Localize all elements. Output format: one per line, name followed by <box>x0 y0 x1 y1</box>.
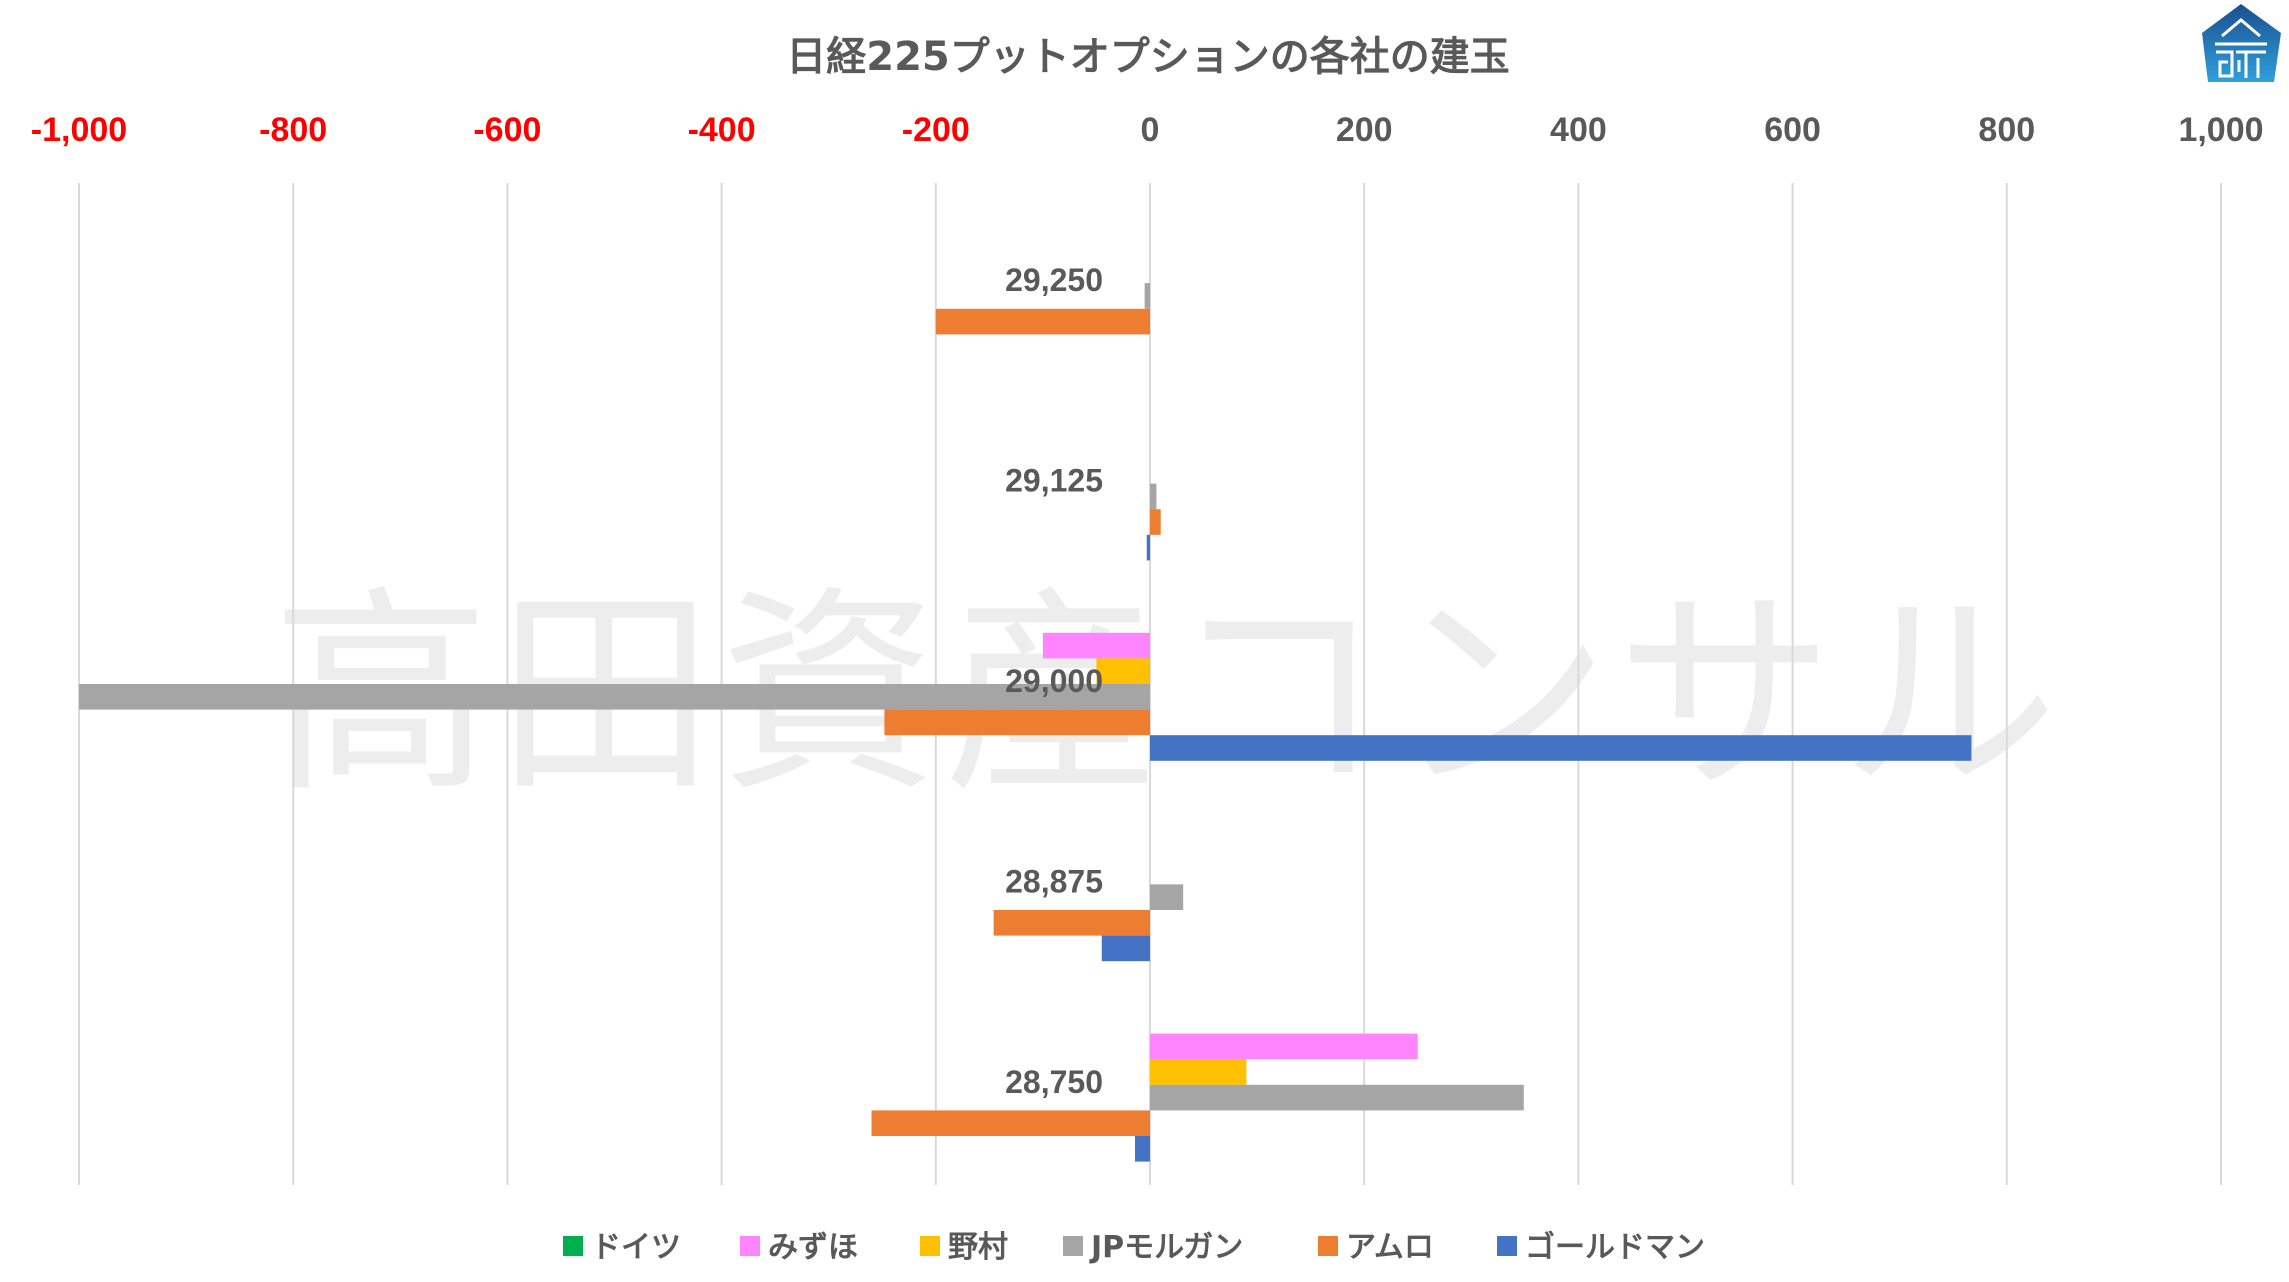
legend-label: アムロ <box>1346 1230 1434 1265</box>
category-label: 29,000 <box>1005 663 1103 699</box>
x-tick-label: 600 <box>1764 111 1821 149</box>
legend-swatch <box>563 1236 583 1256</box>
x-tick-label: 0 <box>1141 111 1160 149</box>
bar <box>1150 509 1161 535</box>
legend-label: ゴールドマン <box>1525 1230 1705 1265</box>
bar <box>79 684 1150 710</box>
x-tick-label: 400 <box>1550 111 1607 149</box>
x-tick-label: -1,000 <box>31 111 127 149</box>
x-tick-label: -200 <box>902 111 970 149</box>
legend-item: アムロ <box>1318 1230 1434 1265</box>
bar <box>884 709 1150 736</box>
legend-swatch <box>920 1236 940 1256</box>
bar <box>1150 1084 1524 1111</box>
x-tick-label: -400 <box>688 111 756 149</box>
x-tick-label: -600 <box>473 111 541 149</box>
legend-item: みずほ <box>740 1230 858 1265</box>
legend-swatch <box>740 1236 760 1256</box>
legend-item: ゴールドマン <box>1497 1230 1705 1265</box>
bar <box>935 308 1150 335</box>
bar <box>1144 283 1150 309</box>
bar <box>1150 1059 1247 1085</box>
legend-swatch <box>1318 1236 1338 1256</box>
bar <box>1135 1136 1150 1162</box>
x-tick-label: 200 <box>1336 111 1393 149</box>
legend-swatch <box>1063 1236 1083 1256</box>
x-axis-tick-labels: -1,000 -800 -600 -400 -200 0 200 400 600 800 1,000 <box>31 111 2264 149</box>
bar <box>1042 632 1150 659</box>
chart-title: 日経225プットオプションの各社の建玉 <box>786 34 1510 80</box>
category-label: 28,750 <box>1005 1064 1103 1100</box>
bar <box>1146 534 1150 561</box>
legend-swatch <box>1497 1236 1517 1256</box>
bar <box>1150 735 1972 761</box>
bar <box>1150 1033 1418 1060</box>
legend-item: JPモルガン <box>1063 1230 1243 1265</box>
bar <box>1150 483 1157 510</box>
x-tick-label: 800 <box>1978 111 2035 149</box>
category-label: 29,125 <box>1005 463 1103 499</box>
bar <box>993 910 1150 936</box>
legend-item: ドイツ <box>563 1230 681 1265</box>
bar <box>1101 935 1150 962</box>
legend-label: みずほ <box>768 1230 858 1265</box>
takata-logo-icon <box>2202 4 2281 82</box>
legend: ドイツ みずほ 野村 JPモルガン アムロ ゴールドマン <box>563 1230 1705 1265</box>
category-label: 28,875 <box>1005 863 1103 899</box>
legend-label: JPモルガン <box>1089 1230 1243 1265</box>
x-tick-label: -800 <box>259 111 327 149</box>
category-label: 29,250 <box>1005 262 1103 298</box>
category-labels: 29,250 29,125 29,000 28,875 28,750 <box>1005 262 1103 1100</box>
legend-label: ドイツ <box>591 1230 681 1265</box>
bar <box>1096 658 1150 684</box>
legend-item: 野村 <box>920 1230 1008 1265</box>
legend-label: 野村 <box>948 1230 1008 1265</box>
x-tick-label: 1,000 <box>2178 111 2263 149</box>
bar <box>1150 884 1184 910</box>
bar <box>871 1110 1150 1136</box>
bars <box>79 283 1972 1162</box>
